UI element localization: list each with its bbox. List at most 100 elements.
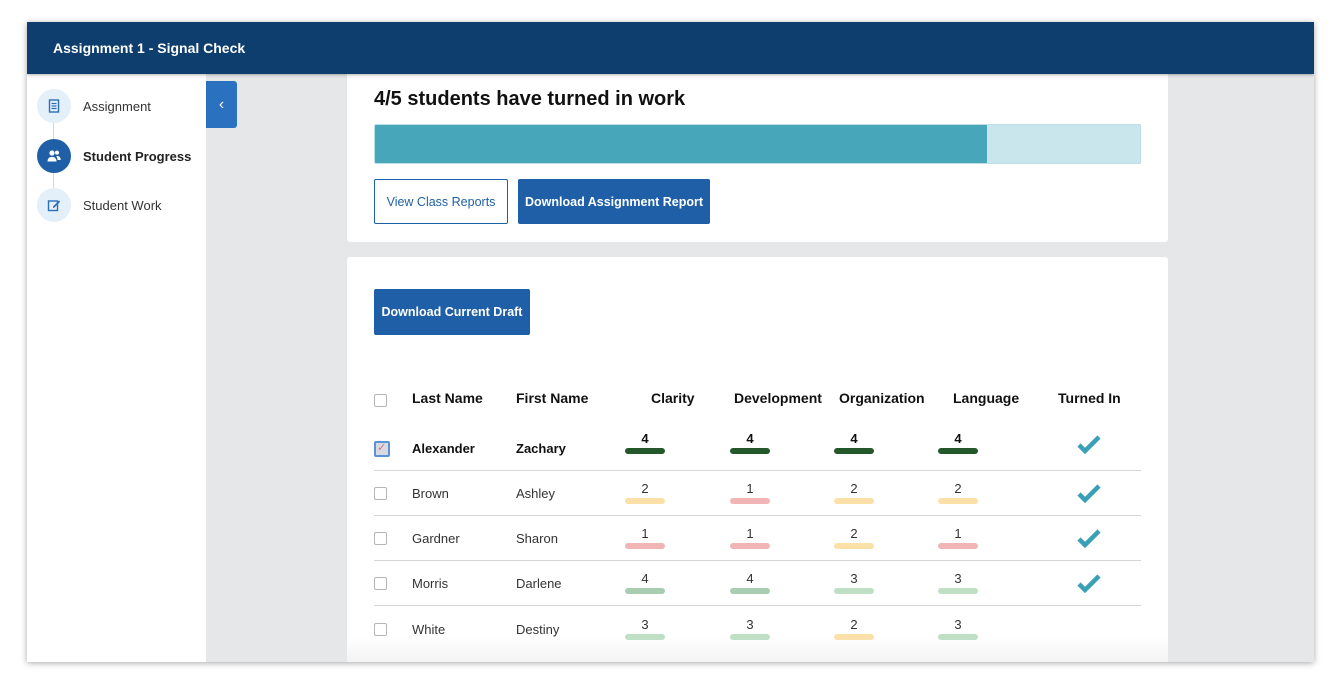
organization-score[interactable]: 2 <box>834 527 874 549</box>
last-name-cell: White <box>412 622 446 637</box>
column-header-turned-in[interactable]: Turned In <box>1058 390 1121 406</box>
sidebar-item-student-work[interactable]: Student Work <box>37 188 162 222</box>
score-value: 2 <box>850 481 858 496</box>
score-bar <box>938 588 978 594</box>
column-header-last-name[interactable]: Last Name <box>412 390 483 406</box>
score-bar <box>625 588 665 594</box>
score-bar <box>834 543 874 549</box>
development-score[interactable]: 1 <box>730 482 770 504</box>
clarity-score[interactable]: 4 <box>625 432 665 454</box>
language-score[interactable]: 1 <box>938 527 978 549</box>
score-value: 4 <box>954 431 962 446</box>
development-score[interactable]: 1 <box>730 527 770 549</box>
score-bar <box>625 498 665 504</box>
score-value: 1 <box>641 526 649 541</box>
score-value: 1 <box>954 526 962 541</box>
nav-connector <box>53 120 54 140</box>
organization-score[interactable]: 3 <box>834 572 874 594</box>
column-header-organization[interactable]: Organization <box>839 390 925 406</box>
table-row[interactable]: Brown Ashley 2 1 2 2 <box>374 471 1141 516</box>
score-value: 4 <box>746 571 754 586</box>
score-value: 4 <box>746 431 754 446</box>
assignment-title: Assignment 1 - Signal Check <box>53 40 246 56</box>
last-name-cell: Morris <box>412 576 449 591</box>
development-score[interactable]: 4 <box>730 572 770 594</box>
first-name-cell: Darlene <box>516 576 562 591</box>
first-name-cell: Ashley <box>516 486 556 501</box>
column-header-development[interactable]: Development <box>734 390 822 406</box>
development-score[interactable]: 3 <box>730 618 770 640</box>
page-header: Assignment 1 - Signal Check <box>27 22 1314 74</box>
sidebar-item-label: Student Work <box>83 197 162 213</box>
clarity-score[interactable]: 1 <box>625 527 665 549</box>
language-score[interactable]: 4 <box>938 432 978 454</box>
score-bar <box>730 588 770 594</box>
score-bar <box>625 543 665 549</box>
score-bar <box>730 634 770 640</box>
sidebar-item-assignment[interactable]: Assignment <box>37 89 151 123</box>
row-checkbox[interactable] <box>374 441 390 457</box>
score-value: 3 <box>641 617 649 632</box>
download-current-draft-button[interactable]: Download Current Draft <box>374 289 530 335</box>
score-bar <box>730 543 770 549</box>
score-bar <box>834 634 874 640</box>
download-assignment-report-button[interactable]: Download Assignment Report <box>518 179 710 224</box>
score-value: 4 <box>850 431 858 446</box>
first-name-cell: Destiny <box>516 622 560 637</box>
table-row[interactable]: White Destiny 3 3 2 3 <box>374 607 1141 652</box>
score-value: 3 <box>746 617 754 632</box>
language-score[interactable]: 2 <box>938 482 978 504</box>
select-all-checkbox[interactable] <box>374 394 387 407</box>
development-score[interactable]: 4 <box>730 432 770 454</box>
view-class-reports-button[interactable]: View Class Reports <box>374 179 508 224</box>
column-header-first-name[interactable]: First Name <box>516 390 589 406</box>
progress-bar-fill <box>375 125 987 163</box>
row-checkbox[interactable] <box>374 487 387 500</box>
score-bar <box>625 634 665 640</box>
score-value: 2 <box>850 526 858 541</box>
progress-card: 4/5 students have turned in work View Cl… <box>347 72 1168 242</box>
language-score[interactable]: 3 <box>938 618 978 640</box>
progress-bar <box>374 124 1141 164</box>
column-header-clarity[interactable]: Clarity <box>651 390 695 406</box>
score-bar <box>938 448 978 454</box>
column-header-language[interactable]: Language <box>953 390 1020 406</box>
score-bar <box>834 588 874 594</box>
row-checkbox[interactable] <box>374 532 387 545</box>
score-bar <box>938 498 978 504</box>
table-row[interactable]: Alexander Zachary 4 4 4 4 <box>374 426 1141 471</box>
chevron-left-icon: ‹ <box>218 95 225 113</box>
row-checkbox[interactable] <box>374 577 387 590</box>
organization-score[interactable]: 4 <box>834 432 874 454</box>
table-row[interactable]: Morris Darlene 4 4 3 3 <box>374 561 1141 606</box>
score-value: 2 <box>641 481 649 496</box>
collapse-sidebar-button[interactable]: ‹ <box>206 81 237 128</box>
organization-score[interactable]: 2 <box>834 618 874 640</box>
last-name-cell: Alexander <box>412 441 475 456</box>
clarity-score[interactable]: 3 <box>625 618 665 640</box>
clarity-score[interactable]: 2 <box>625 482 665 504</box>
score-value: 2 <box>954 481 962 496</box>
clarity-score[interactable]: 4 <box>625 572 665 594</box>
score-bar <box>730 498 770 504</box>
score-value: 2 <box>850 617 858 632</box>
first-name-cell: Sharon <box>516 531 558 546</box>
language-score[interactable]: 3 <box>938 572 978 594</box>
student-table-card: Download Current Draft Last Name First N… <box>347 257 1168 662</box>
score-bar <box>834 448 874 454</box>
first-name-cell: Zachary <box>516 441 566 456</box>
row-checkbox[interactable] <box>374 623 387 636</box>
turned-in-check-icon <box>1077 483 1101 508</box>
turned-in-check-icon <box>1077 573 1101 598</box>
score-value: 1 <box>746 481 754 496</box>
sidebar-item-student-progress[interactable]: Student Progress <box>37 139 191 173</box>
score-value: 3 <box>850 571 858 586</box>
score-bar <box>625 448 665 454</box>
score-value: 3 <box>954 571 962 586</box>
turned-in-check-icon <box>1077 528 1101 553</box>
table-row[interactable]: Gardner Sharon 1 1 2 1 <box>374 516 1141 561</box>
score-value: 4 <box>641 571 649 586</box>
edit-icon <box>37 188 71 222</box>
organization-score[interactable]: 2 <box>834 482 874 504</box>
progress-title: 4/5 students have turned in work <box>374 88 686 110</box>
